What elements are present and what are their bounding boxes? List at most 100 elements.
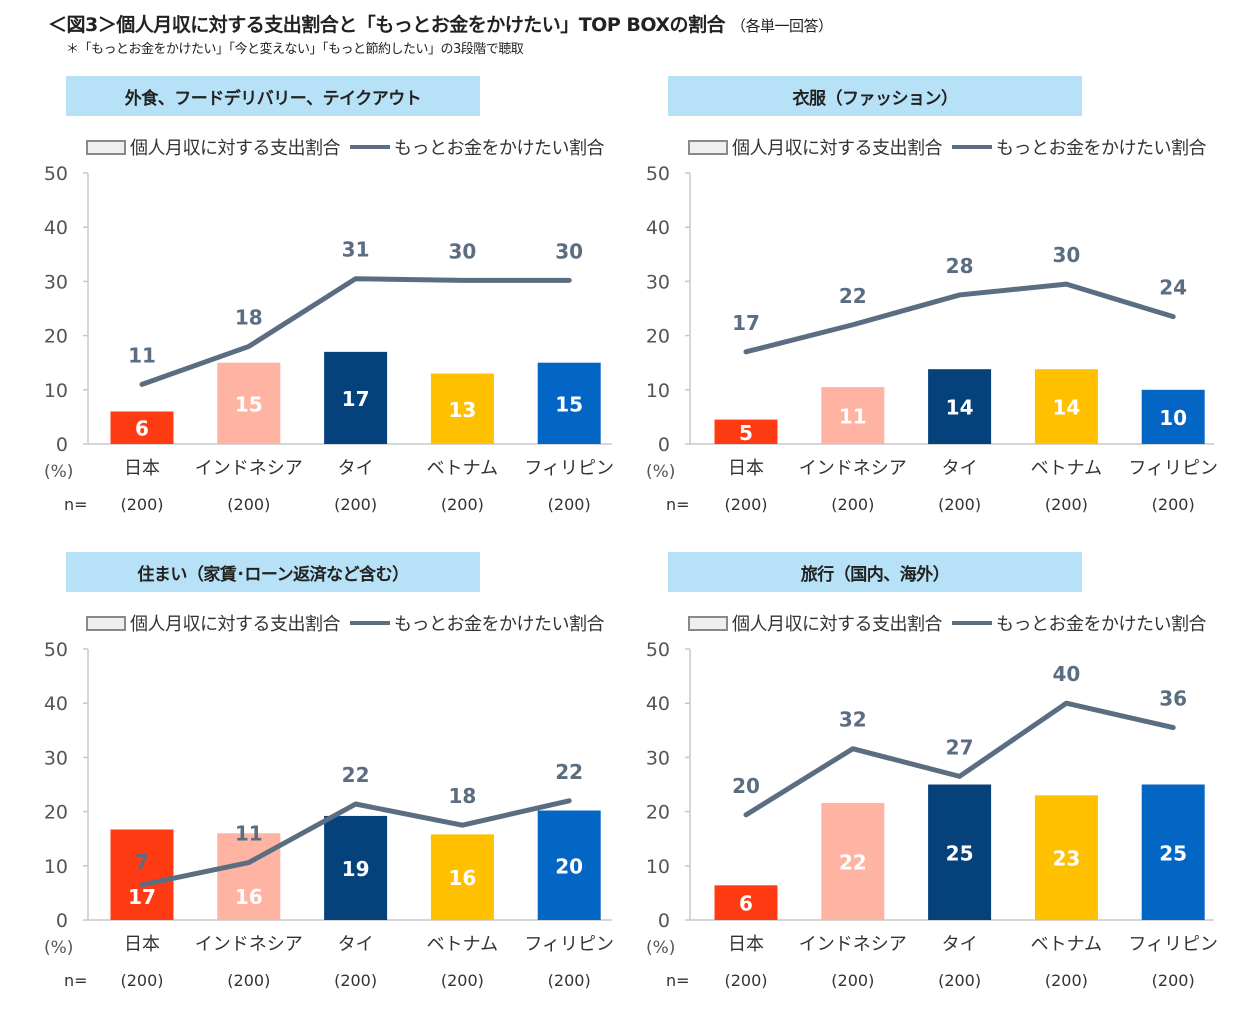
bar-data-label: 13 (448, 398, 476, 422)
x-category-label: フィリピン (1128, 934, 1218, 955)
n-value-label: (200) (724, 971, 767, 990)
line-data-label: 18 (448, 784, 476, 808)
bar-data-label: 15 (555, 392, 583, 416)
x-category-label: タイ (942, 458, 978, 479)
bar-data-label: 25 (946, 841, 974, 865)
bar-data-label: 15 (235, 392, 263, 416)
bar-data-label: 19 (342, 857, 370, 881)
y-tick-label: 30 (646, 271, 670, 293)
n-label: n= (666, 971, 690, 990)
line-data-label: 18 (235, 305, 263, 329)
y-tick-label: 0 (56, 434, 68, 456)
line-data-label: 22 (555, 760, 583, 784)
y-tick-label: 50 (646, 639, 670, 661)
line-data-label: 27 (946, 735, 974, 759)
y-tick-label: 40 (44, 693, 68, 715)
y-tick-label: 10 (646, 380, 670, 402)
x-category-label: インドネシア (799, 934, 907, 955)
bar-data-label: 20 (555, 854, 583, 878)
n-value-label: (200) (1152, 495, 1195, 514)
line-series (746, 284, 1173, 352)
bar-data-label: 14 (1052, 396, 1080, 420)
x-category-label: タイ (338, 934, 374, 955)
n-value-label: (200) (831, 971, 874, 990)
n-value-label: (200) (1045, 495, 1088, 514)
line-data-label: 36 (1159, 687, 1187, 711)
bar-data-label: 6 (135, 417, 149, 441)
line-data-label: 31 (342, 238, 370, 262)
n-value-label: (200) (831, 495, 874, 514)
y-tick-label: 40 (646, 217, 670, 239)
n-value-label: (200) (1045, 971, 1088, 990)
bar-data-label: 16 (448, 866, 476, 890)
x-category-label: 日本 (124, 934, 160, 955)
line-data-label: 11 (235, 822, 263, 846)
x-category-label: フィリピン (524, 934, 614, 955)
chart-svg: 01020304050(%)n=日本(200)インドネシア(200)タイ(200… (602, 70, 1222, 545)
x-category-label: インドネシア (195, 458, 303, 479)
line-data-label: 24 (1159, 276, 1187, 300)
n-value-label: (200) (441, 495, 484, 514)
x-category-label: 日本 (728, 934, 764, 955)
y-tick-label: 50 (44, 163, 68, 185)
y-tick-label: 0 (56, 910, 68, 932)
line-data-label: 30 (1052, 243, 1080, 267)
x-category-label: ベトナム (427, 934, 498, 955)
figure-title-text: ＜図3＞個人月収に対する支出割合と「もっとお金をかけたい」TOP BOXの割合 (48, 14, 725, 36)
y-unit-label: (%) (646, 938, 675, 958)
line-data-label: 20 (732, 774, 760, 798)
bar-data-label: 16 (235, 885, 263, 909)
y-unit-label: (%) (44, 462, 73, 482)
y-tick-label: 10 (646, 856, 670, 878)
n-value-label: (200) (334, 971, 377, 990)
x-category-label: インドネシア (799, 458, 907, 479)
x-category-label: タイ (942, 934, 978, 955)
y-unit-label: (%) (646, 462, 675, 482)
line-data-label: 40 (1052, 662, 1080, 686)
y-tick-label: 30 (44, 747, 68, 769)
figure-title-note: （各単一回答） (731, 17, 833, 35)
bar-data-label: 23 (1052, 847, 1080, 871)
n-label: n= (666, 495, 690, 514)
line-data-label: 22 (839, 284, 867, 308)
y-tick-label: 10 (44, 856, 68, 878)
n-value-label: (200) (441, 971, 484, 990)
bar-data-label: 25 (1159, 841, 1187, 865)
n-value-label: (200) (120, 495, 163, 514)
bar-data-label: 5 (739, 421, 753, 445)
x-category-label: 日本 (728, 458, 764, 479)
figure-subnote: ＊「もっとお金をかけたい」「今と変えない」「もっと節約したい」の3段階で聴取 (66, 38, 523, 57)
n-value-label: (200) (548, 971, 591, 990)
n-value-label: (200) (938, 495, 981, 514)
n-value-label: (200) (334, 495, 377, 514)
n-value-label: (200) (724, 495, 767, 514)
figure-title: ＜図3＞個人月収に対する支出割合と「もっとお金をかけたい」TOP BOXの割合 （… (48, 10, 833, 37)
y-tick-label: 40 (44, 217, 68, 239)
y-tick-label: 50 (646, 163, 670, 185)
x-category-label: タイ (338, 458, 374, 479)
line-data-label: 22 (342, 763, 370, 787)
chart-panel-housing: 住まい（家賃･ローン返済など含む） 個人月収に対する支出割合 もっとお金をかけた… (0, 546, 620, 1021)
y-tick-label: 0 (658, 434, 670, 456)
bar-data-label: 17 (128, 885, 156, 909)
chart-panel-dining: 外食、フードデリバリー、テイクアウト 個人月収に対する支出割合 もっとお金をかけ… (0, 70, 620, 545)
x-category-label: ベトナム (1031, 458, 1102, 479)
line-data-label: 30 (448, 239, 476, 263)
n-value-label: (200) (120, 971, 163, 990)
y-tick-label: 10 (44, 380, 68, 402)
n-label: n= (64, 495, 88, 514)
y-tick-label: 40 (646, 693, 670, 715)
line-data-label: 11 (128, 343, 156, 367)
n-value-label: (200) (938, 971, 981, 990)
y-tick-label: 20 (44, 802, 68, 824)
x-category-label: インドネシア (195, 934, 303, 955)
y-tick-label: 0 (658, 910, 670, 932)
line-data-label: 30 (555, 239, 583, 263)
bar-data-label: 11 (839, 405, 867, 429)
n-value-label: (200) (227, 495, 270, 514)
bar-data-label: 14 (946, 396, 974, 420)
n-value-label: (200) (1152, 971, 1195, 990)
x-category-label: ベトナム (427, 458, 498, 479)
